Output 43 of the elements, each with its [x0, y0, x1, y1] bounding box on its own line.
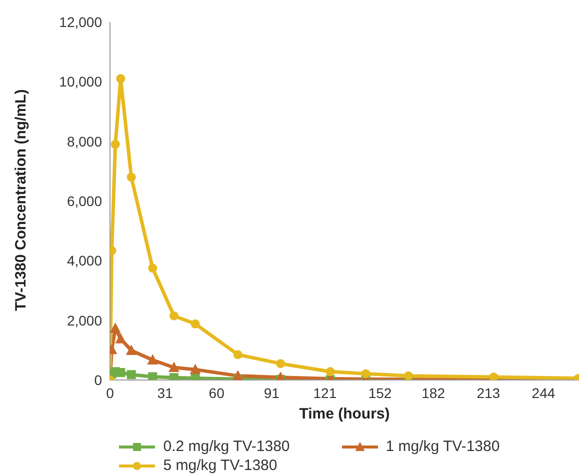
point: [404, 371, 413, 380]
x-tick-label: 60: [208, 384, 225, 401]
x-tick-label: 91: [264, 384, 280, 401]
point: [169, 311, 178, 320]
point: [126, 370, 136, 380]
x-axis-title: Time (hours): [299, 406, 390, 423]
point: [115, 332, 126, 344]
point: [326, 367, 335, 376]
y-tick-label: 2,000: [66, 312, 102, 328]
point: [126, 344, 137, 355]
x-tick-label: 244: [532, 384, 556, 401]
y-tick-label: 6,000: [66, 192, 102, 209]
x-tick-label: 121: [313, 384, 337, 401]
x-tick-label: 213: [476, 384, 500, 401]
y-tick-label: 10,000: [59, 74, 102, 90]
point: [110, 140, 120, 149]
point: [190, 319, 200, 328]
point: [110, 322, 121, 333]
point: [148, 264, 158, 273]
legend-label: 0.2 mg/kg TV-1380: [163, 438, 290, 455]
point: [233, 350, 242, 360]
y-tick-label: 0: [94, 372, 102, 388]
y-tick-label: 12,000: [59, 14, 102, 30]
point: [168, 362, 180, 372]
point: [116, 74, 126, 84]
point: [126, 172, 136, 182]
x-tick-label: 182: [422, 384, 446, 401]
legend-label: 1 mg/kg TV-1380: [386, 438, 500, 455]
x-tick-label: 31: [157, 384, 174, 401]
point: [361, 369, 370, 378]
point: [276, 359, 286, 368]
point: [190, 364, 201, 374]
point: [232, 370, 244, 380]
point: [147, 354, 158, 365]
point: [116, 368, 126, 378]
legend-label: 5 mg/kg TV-1380: [163, 457, 278, 474]
point: [148, 372, 158, 380]
x-tick-label: 0: [106, 384, 114, 401]
x-tick-label: 152: [368, 384, 392, 401]
y-tick-label: 8,000: [66, 133, 102, 150]
point: [275, 371, 286, 380]
y-tick-label: 4,000: [66, 252, 102, 269]
y-axis-title: TV-1380 Concentration (ng/mL): [12, 89, 30, 311]
